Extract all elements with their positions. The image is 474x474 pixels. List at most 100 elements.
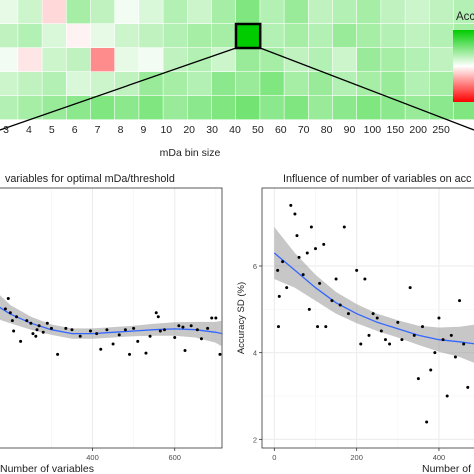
data-point xyxy=(117,333,121,337)
data-point xyxy=(301,273,305,277)
data-point xyxy=(281,260,285,264)
heatmap-tick-label: 150 xyxy=(387,124,405,136)
heatmap-cell xyxy=(308,48,333,72)
data-point xyxy=(314,247,317,251)
data-point xyxy=(309,225,313,229)
data-point xyxy=(218,352,222,356)
data-point xyxy=(305,251,309,255)
data-point xyxy=(276,268,280,272)
data-point xyxy=(12,329,16,333)
plot-title: variables for optimal mDa/threshold xyxy=(5,173,175,185)
heatmap-cell xyxy=(187,72,212,96)
heatmap-cell xyxy=(429,24,454,48)
data-point xyxy=(3,307,7,311)
data-point xyxy=(355,268,359,272)
heatmap-tick-label: 9 xyxy=(140,124,146,136)
heatmap-cell xyxy=(236,48,260,72)
heatmap-cell xyxy=(187,0,212,24)
heatmap-cell xyxy=(90,0,115,24)
heatmap-cell xyxy=(0,0,18,24)
left-scatter-plot: variables for optimal mDa/threshold 400 60… xyxy=(0,173,223,474)
data-point xyxy=(8,311,12,315)
plot-frame xyxy=(261,187,474,449)
data-point xyxy=(37,324,41,328)
heatmap-cell xyxy=(18,96,42,120)
heatmap-tick-label: 250 xyxy=(432,124,450,136)
heatmap-legend: Acc xyxy=(453,11,474,102)
heatmap-cell xyxy=(260,24,284,48)
data-point xyxy=(293,212,297,216)
heatmap-cell xyxy=(0,96,18,120)
heatmap-cell xyxy=(187,96,212,120)
heatmap-tick-label: 200 xyxy=(409,124,427,136)
heatmap-cell xyxy=(357,24,381,48)
heatmap-cell xyxy=(115,72,139,96)
y-tick-label: 6 xyxy=(253,262,257,271)
highlight-box xyxy=(234,22,262,50)
heatmap-cell xyxy=(236,0,260,24)
heatmap-cell xyxy=(453,0,474,24)
heatmap-cell xyxy=(66,0,91,24)
data-point xyxy=(334,277,338,281)
heatmap-cell xyxy=(429,96,454,120)
data-point xyxy=(307,307,311,311)
data-point xyxy=(466,385,470,389)
heatmap-cell xyxy=(211,0,236,24)
data-point xyxy=(429,368,433,372)
data-point xyxy=(425,420,429,424)
heatmap-cell xyxy=(139,72,163,96)
heatmap-cell xyxy=(90,24,115,48)
data-point xyxy=(363,277,367,281)
data-point xyxy=(158,329,162,333)
heatmap-cell xyxy=(42,48,66,72)
heatmap-cell xyxy=(284,24,308,48)
legend-colorbar xyxy=(453,30,474,102)
heatmap-cell xyxy=(429,0,454,24)
data-point xyxy=(173,336,177,339)
data-point xyxy=(375,316,379,320)
y-axis-label: Accuracy SD (%) xyxy=(236,282,247,354)
heatmap-tick-label: 50 xyxy=(252,124,264,136)
data-point xyxy=(35,328,39,332)
heatmap-cell xyxy=(42,0,66,24)
data-point xyxy=(206,326,210,330)
data-point xyxy=(49,326,53,330)
data-point xyxy=(14,315,18,319)
heatmap-cell xyxy=(187,24,212,48)
heatmap-cell xyxy=(18,72,42,96)
data-point xyxy=(330,299,334,303)
data-point xyxy=(70,328,74,332)
heatmap-cell xyxy=(66,72,91,96)
heatmap-cell xyxy=(66,48,91,72)
data-point xyxy=(128,352,132,356)
data-point xyxy=(383,338,387,342)
confidence-band xyxy=(274,227,474,363)
heatmap-tick-label: 70 xyxy=(298,124,310,136)
heatmap-cell xyxy=(332,0,357,24)
heatmap-cell xyxy=(236,72,260,96)
heatmap-cell xyxy=(357,48,381,72)
data-point xyxy=(453,355,457,359)
x-tick-label: 600 xyxy=(168,453,181,462)
x-tick-label: 400 xyxy=(86,453,99,462)
heatmap-cell xyxy=(308,24,333,48)
heatmap-cell xyxy=(163,48,187,72)
data-point xyxy=(445,394,449,398)
heatmap-cell xyxy=(260,72,284,96)
data-point xyxy=(289,203,293,207)
data-point xyxy=(199,337,203,341)
data-point xyxy=(295,234,299,238)
heatmap-cell xyxy=(381,48,405,72)
x-axis-label: Number of variables xyxy=(0,463,94,474)
data-point xyxy=(342,225,346,229)
heatmap-tick-label: 20 xyxy=(183,124,195,136)
heatmap-cell xyxy=(139,0,163,24)
heatmap-cell xyxy=(332,48,357,72)
heatmap-cell xyxy=(357,96,381,120)
heatmap-cell xyxy=(211,96,236,120)
heatmap-cell xyxy=(163,72,187,96)
heatmap-cell xyxy=(308,72,333,96)
heatmap-cell xyxy=(332,24,357,48)
heatmap-cell xyxy=(139,24,163,48)
